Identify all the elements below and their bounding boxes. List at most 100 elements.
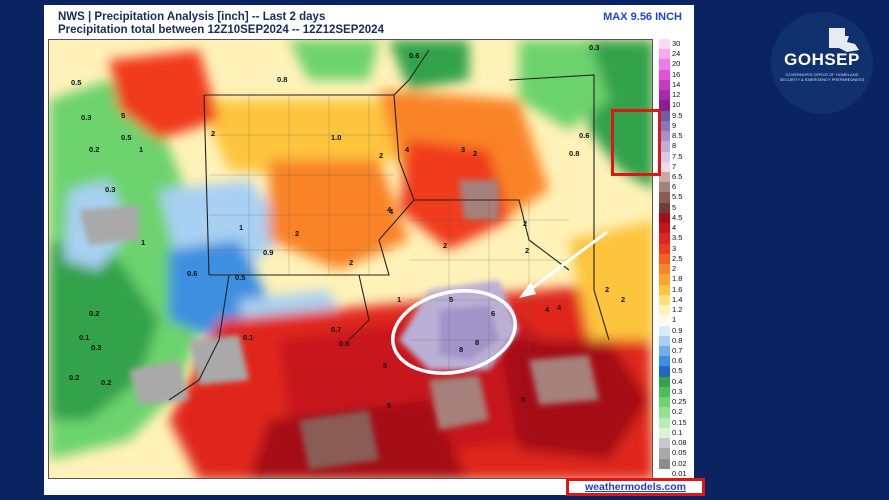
legend-swatch — [659, 151, 670, 162]
legend-swatch — [659, 325, 670, 336]
legend-row: 16 — [659, 69, 689, 80]
legend-swatch — [659, 284, 670, 295]
legend-label: 8.5 — [672, 131, 683, 141]
legend-label: 9 — [672, 120, 677, 130]
max-area-ellipse — [391, 289, 517, 375]
legend-swatch — [659, 243, 670, 254]
legend-row: 7 — [659, 161, 689, 172]
legend-row: 9.5 — [659, 110, 689, 121]
legend-row: 0.08 — [659, 438, 689, 449]
legend-row: 0.02 — [659, 458, 689, 469]
map-value: 2 — [525, 246, 529, 255]
callout-arrow-line — [526, 230, 608, 294]
legend-label: 0.15 — [672, 417, 687, 427]
legend-swatch — [659, 253, 670, 265]
map-value: 0.2 — [69, 373, 79, 382]
legend-label: 0.02 — [672, 458, 687, 468]
legend-swatch — [659, 417, 670, 428]
source-link[interactable]: weathermodels.com — [585, 481, 686, 493]
legend-swatch — [659, 335, 670, 346]
legend-label: 0.7 — [672, 345, 683, 355]
legend-label: 1 — [672, 315, 677, 325]
legend-swatch — [659, 141, 670, 152]
map-value: 0.5 — [235, 273, 245, 282]
legend-row: 1.8 — [659, 274, 689, 285]
legend-swatch — [659, 458, 670, 469]
map-value: 4 — [545, 305, 550, 314]
legend-label: 20 — [672, 59, 681, 69]
legend-label: 3 — [672, 243, 677, 253]
legend-swatch — [659, 192, 670, 203]
legend-label: 7 — [672, 161, 677, 171]
legend-label: 2 — [672, 264, 677, 274]
legend-swatch — [659, 39, 670, 50]
legend-row: 0.2 — [659, 407, 689, 418]
legend-label: 0.5 — [672, 366, 683, 376]
legend-label: 9.5 — [672, 110, 683, 120]
legend-swatch — [659, 407, 670, 418]
legend-row: 1.4 — [659, 294, 689, 306]
legend-row: 0.8 — [659, 335, 689, 346]
logo-name: GOHSEP — [784, 50, 860, 69]
map-value: 6 — [491, 309, 495, 318]
legend-swatch — [659, 90, 670, 101]
source-link-box[interactable]: weathermodels.com — [566, 478, 705, 496]
legend-swatch — [659, 356, 670, 367]
map-value: 2 — [211, 129, 215, 138]
legend-label: 0.9 — [672, 325, 683, 335]
gohsep-logo: GOHSEP GOVERNOR'S OFFICE OF HOMELAND SEC… — [771, 12, 873, 114]
map-value: 0.6 — [409, 51, 419, 60]
legend-row: 0.9 — [659, 325, 689, 336]
map-value: 0.3 — [91, 343, 101, 352]
legend-row: 10 — [659, 100, 689, 111]
legend-swatch — [659, 182, 670, 193]
legend-label: 1.2 — [672, 305, 683, 315]
legend-swatch — [659, 69, 670, 80]
legend-label: 0.8 — [672, 335, 683, 345]
map-value: 0.1 — [243, 333, 253, 342]
legend-swatch — [659, 376, 670, 387]
map-value: 1 — [239, 223, 243, 232]
callout-arrow-head — [519, 282, 536, 298]
map-panel: NWS | Precipitation Analysis [inch] -- L… — [44, 5, 694, 495]
legend-swatch — [659, 233, 670, 244]
legend-row: 0.6 — [659, 356, 689, 367]
map-value: 2 — [523, 219, 527, 228]
legend-swatch — [659, 438, 670, 449]
legend-label: 0.1 — [672, 427, 683, 437]
legend-row: 0.4 — [659, 376, 689, 387]
legend-swatch — [659, 100, 670, 111]
legend-row: 8.5 — [659, 131, 689, 142]
legend-label: 3.5 — [672, 233, 683, 243]
legend-swatch — [659, 305, 670, 316]
legend-label: 14 — [672, 79, 681, 89]
legend-label: 4.5 — [672, 212, 683, 222]
map-value: 1 — [141, 238, 145, 247]
map-value: 3 — [461, 145, 465, 154]
map-value: 0.1 — [79, 333, 89, 342]
legend-label: 8 — [672, 141, 677, 151]
map-value: 0.8 — [277, 75, 287, 84]
map-value: 0.6 — [339, 339, 349, 348]
map-value: 0.8 — [569, 149, 579, 158]
chart-title: NWS | Precipitation Analysis [inch] -- L… — [58, 11, 326, 23]
legend-row: 14 — [659, 79, 689, 91]
map-value: 2 — [443, 241, 447, 250]
map-value: 2 — [473, 149, 477, 158]
map-value: 0.9 — [263, 248, 273, 257]
legend-swatch — [659, 120, 670, 132]
map-value: 4 — [557, 303, 562, 312]
map-value: 5 — [383, 361, 387, 370]
legend-label: 1.6 — [672, 284, 683, 294]
map-value: 1 — [397, 295, 401, 304]
legend-row: 6.5 — [659, 172, 689, 183]
legend-label: 0.05 — [672, 448, 687, 458]
legend-row: 2.5 — [659, 253, 689, 265]
map-value: 0.5 — [71, 78, 81, 87]
legend-swatch — [659, 448, 670, 459]
legend-label: 0.2 — [672, 407, 683, 417]
legend-row: 3 — [659, 243, 689, 254]
legend-row: 0.15 — [659, 417, 689, 428]
legend-label: 16 — [672, 69, 681, 79]
legend-row: 9 — [659, 120, 689, 132]
